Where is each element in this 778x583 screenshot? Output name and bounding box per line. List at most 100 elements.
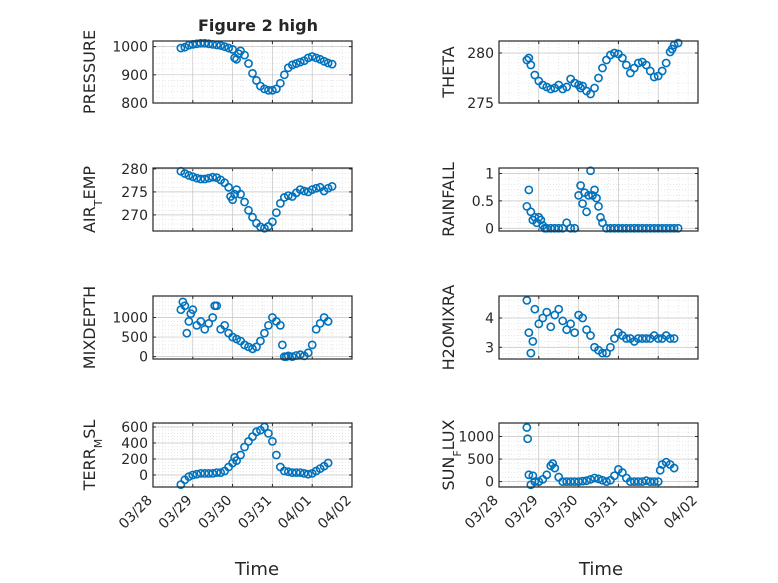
data-point [530, 70, 540, 80]
y-tick-label: 3 [485, 340, 494, 356]
data-point [252, 427, 261, 437]
data-point [673, 38, 683, 48]
axes-frame [152, 167, 353, 232]
data-point [602, 477, 611, 486]
data-point [586, 166, 595, 176]
x-tick-label: 04/02 [661, 493, 701, 533]
y-tick-label: 200 [121, 452, 148, 468]
data-point [184, 170, 194, 180]
data-point [248, 212, 257, 222]
data-point [538, 313, 548, 323]
data-point [657, 66, 667, 76]
data-point [649, 72, 659, 82]
data-point [212, 468, 222, 477]
y-tick-label: 0 [485, 221, 494, 237]
data-point [534, 319, 544, 329]
data-point [311, 53, 321, 63]
data-point [633, 58, 643, 68]
data-point [592, 193, 601, 203]
data-point [570, 328, 580, 338]
y-axis-label: RAINFALL [439, 162, 458, 237]
data-point [196, 174, 206, 184]
data-point [641, 476, 651, 486]
data-point [264, 85, 273, 95]
data-point [641, 334, 651, 343]
data-point [220, 320, 230, 330]
data-point [303, 348, 313, 358]
data-point [260, 84, 269, 94]
data-point [216, 468, 226, 477]
data-point [542, 307, 552, 317]
data-point [319, 56, 329, 66]
data-point [621, 334, 631, 343]
data-point [224, 182, 234, 192]
data-point [295, 468, 305, 477]
data-point [275, 320, 285, 330]
data-point [554, 304, 564, 314]
data-point [307, 185, 317, 195]
data-point [645, 66, 655, 76]
data-point [264, 428, 273, 438]
x-tick-label: 03/28 [462, 493, 502, 533]
data-point [323, 458, 333, 468]
x-tick-label: 03/31 [581, 493, 621, 533]
data-point [267, 217, 277, 227]
y-axis-label: TERRMSL [80, 420, 105, 492]
y-tick-label: 1000 [112, 311, 148, 327]
data-point [665, 334, 675, 343]
data-point [200, 324, 210, 334]
data-point [188, 470, 198, 480]
data-point [228, 195, 237, 205]
data-point [224, 43, 234, 53]
data-point [526, 60, 536, 70]
data-point [271, 450, 281, 460]
data-point [228, 45, 237, 54]
data-point [522, 295, 532, 305]
x-tick-label: 03/31 [235, 493, 275, 533]
data-point [184, 472, 194, 481]
data-point [315, 318, 325, 328]
y-tick-label: 1000 [112, 40, 148, 56]
axes-frame [152, 422, 353, 488]
x-axis-label-left: Time [234, 559, 279, 580]
axes-frame [498, 295, 699, 360]
data-point [522, 201, 532, 211]
data-point [204, 318, 214, 328]
data-point [188, 172, 198, 182]
y-tick-label: 900 [121, 68, 148, 84]
data-point [584, 190, 593, 200]
data-point [546, 84, 556, 94]
data-point [267, 436, 277, 446]
axes-frame [498, 40, 699, 104]
x-tick-label: 04/02 [315, 493, 355, 533]
data-point [204, 468, 214, 478]
data-point [256, 336, 265, 346]
x-tick-label: 03/30 [196, 493, 236, 533]
x-tick-label: 03/28 [116, 493, 156, 533]
y-tick-label: 0 [139, 350, 148, 366]
data-point [649, 477, 659, 486]
data-point [610, 334, 619, 343]
data-point [590, 83, 599, 93]
data-point [530, 304, 540, 314]
data-point [524, 328, 534, 338]
x-axis-label-right: Time [578, 559, 623, 580]
data-point [617, 53, 627, 63]
data-point [240, 50, 249, 60]
data-point [669, 334, 679, 343]
data-point [232, 456, 241, 465]
data-point [594, 474, 603, 484]
data-point [562, 325, 572, 335]
data-point [669, 223, 679, 233]
data-point [542, 470, 552, 480]
data-point [327, 59, 337, 69]
data-point [184, 40, 194, 50]
data-point [590, 185, 599, 195]
data-point [307, 340, 317, 350]
data-point [283, 191, 293, 200]
data-point [586, 331, 595, 340]
data-point [562, 218, 572, 228]
data-point [653, 477, 663, 486]
data-point [291, 468, 301, 477]
